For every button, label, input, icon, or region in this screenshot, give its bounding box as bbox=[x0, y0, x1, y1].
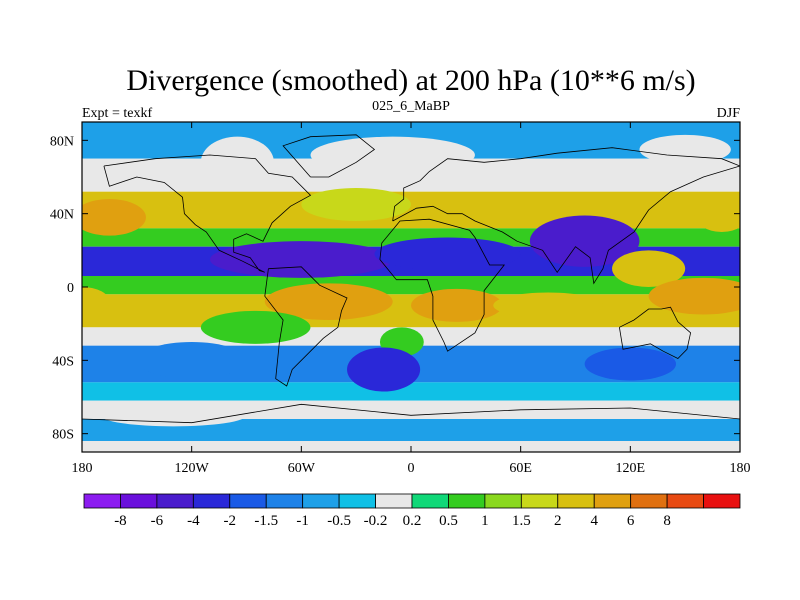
field-anomaly-11 bbox=[82, 287, 110, 317]
y-tick-label-1: 40N bbox=[50, 208, 74, 223]
field-anomaly-13 bbox=[411, 288, 503, 322]
coastline-5 bbox=[282, 134, 376, 178]
coastline-6 bbox=[82, 403, 740, 424]
x-tick-label-0: 180 bbox=[72, 461, 93, 476]
colorbar-swatch-4 bbox=[229, 493, 267, 509]
colorbar-swatch-14 bbox=[593, 493, 632, 509]
colorbar-swatch-10 bbox=[448, 493, 486, 509]
colorbar-label-15: 8 bbox=[663, 513, 671, 529]
colorbar-swatch-17 bbox=[703, 493, 741, 509]
colorbar-swatch-9 bbox=[411, 493, 449, 509]
field-anomaly-5 bbox=[694, 195, 740, 232]
season-label: DJF bbox=[717, 106, 741, 121]
field-band-6 bbox=[82, 294, 740, 328]
coastline-0 bbox=[103, 154, 312, 273]
field-band-2 bbox=[82, 191, 740, 229]
field-anomaly-6 bbox=[209, 241, 393, 278]
field-anomaly-14 bbox=[493, 292, 603, 319]
colorbar-label-10: 1 bbox=[481, 513, 489, 529]
colorbar-swatch-15 bbox=[630, 493, 668, 509]
colorbar-label-12: 2 bbox=[554, 513, 562, 529]
coastline-2 bbox=[379, 218, 506, 352]
colorbar-label-9: 0.5 bbox=[439, 513, 458, 529]
colorbar-swatch-8 bbox=[375, 493, 413, 509]
coastline-3 bbox=[392, 147, 740, 285]
field-anomaly-10 bbox=[648, 277, 740, 315]
colorbar: -8 -6 -4 -2 -1.5 -1 -0.5 -0.2 0.2 0.5 1 1.5 2 4 6 8 bbox=[83, 493, 741, 529]
colorbar-swatch-7 bbox=[338, 493, 376, 509]
field-band-11 bbox=[82, 419, 740, 441]
colorbar-swatch-5 bbox=[265, 493, 304, 509]
colorbar-swatch-13 bbox=[557, 493, 595, 509]
coastline-4 bbox=[619, 306, 692, 359]
divergence-field bbox=[82, 122, 740, 452]
x-tick-label-3: 0 bbox=[408, 461, 415, 476]
colorbar-swatch-11 bbox=[484, 493, 522, 509]
field-anomaly-19 bbox=[136, 342, 247, 379]
field-anomaly-20 bbox=[100, 404, 247, 427]
colorbar-swatch-2 bbox=[156, 493, 194, 509]
axes: 180 120W 60W 0 60E 120E 180 80N 40N 0 40S 80S bbox=[50, 122, 751, 476]
colorbar-label-11: 1.5 bbox=[512, 513, 531, 529]
field-anomaly-7 bbox=[374, 237, 521, 271]
colorbar-label-6: -0.5 bbox=[327, 513, 351, 529]
colorbar-label-5: -1 bbox=[296, 513, 309, 529]
colorbar-swatch-6 bbox=[302, 493, 340, 509]
field-anomaly-18 bbox=[584, 347, 677, 381]
colorbar-swatch-0 bbox=[83, 493, 121, 509]
chart-title: Divergence (smoothed) at 200 hPa (10**6 … bbox=[126, 64, 695, 97]
field-anomaly-3 bbox=[82, 199, 146, 236]
colorbar-label-0: -8 bbox=[114, 513, 127, 529]
colorbar-swatch-1 bbox=[120, 493, 158, 509]
colorbar-label-2: -4 bbox=[187, 513, 200, 529]
colorbar-swatch-3 bbox=[192, 493, 231, 509]
field-anomaly-17 bbox=[347, 347, 421, 392]
field-anomaly-0 bbox=[200, 136, 274, 188]
field-anomaly-4 bbox=[301, 188, 411, 221]
field-anomaly-1 bbox=[310, 136, 475, 174]
y-tick-label-2: 0 bbox=[67, 281, 74, 296]
y-tick-label-3: 40S bbox=[52, 354, 74, 369]
colorbar-label-14: 6 bbox=[627, 513, 635, 529]
field-band-9 bbox=[82, 382, 740, 401]
colorbar-label-1: -6 bbox=[151, 513, 164, 529]
y-tick-label-4: 80S bbox=[52, 428, 74, 443]
case-label: 025_6_MaBP bbox=[372, 99, 450, 114]
x-tick-label-4: 60E bbox=[509, 461, 532, 476]
field-anomaly-9 bbox=[612, 250, 686, 287]
field-band-5 bbox=[82, 276, 740, 295]
field-anomaly-12 bbox=[264, 283, 393, 320]
x-tick-label-2: 60W bbox=[288, 461, 316, 476]
colorbar-label-8: 0.2 bbox=[403, 513, 422, 529]
colorbar-label-4: -1.5 bbox=[254, 513, 278, 529]
experiment-label: Expt = texkf bbox=[82, 106, 152, 121]
field-anomaly-2 bbox=[639, 134, 731, 165]
coastline-1 bbox=[264, 266, 348, 387]
colorbar-label-7: -0.2 bbox=[364, 513, 388, 529]
x-tick-label-1: 120W bbox=[175, 461, 210, 476]
colorbar-label-13: 4 bbox=[590, 513, 598, 529]
x-tick-label-6: 180 bbox=[730, 461, 751, 476]
colorbar-swatch-12 bbox=[520, 493, 559, 509]
x-tick-label-5: 120E bbox=[616, 461, 646, 476]
field-anomaly-16 bbox=[200, 310, 311, 344]
colorbar-swatch-16 bbox=[666, 493, 704, 509]
colorbar-label-3: -2 bbox=[224, 513, 237, 529]
y-tick-label-0: 80N bbox=[50, 134, 74, 149]
field-band-10 bbox=[82, 400, 740, 419]
coastlines bbox=[82, 134, 740, 424]
field-anomaly-8 bbox=[529, 215, 640, 267]
